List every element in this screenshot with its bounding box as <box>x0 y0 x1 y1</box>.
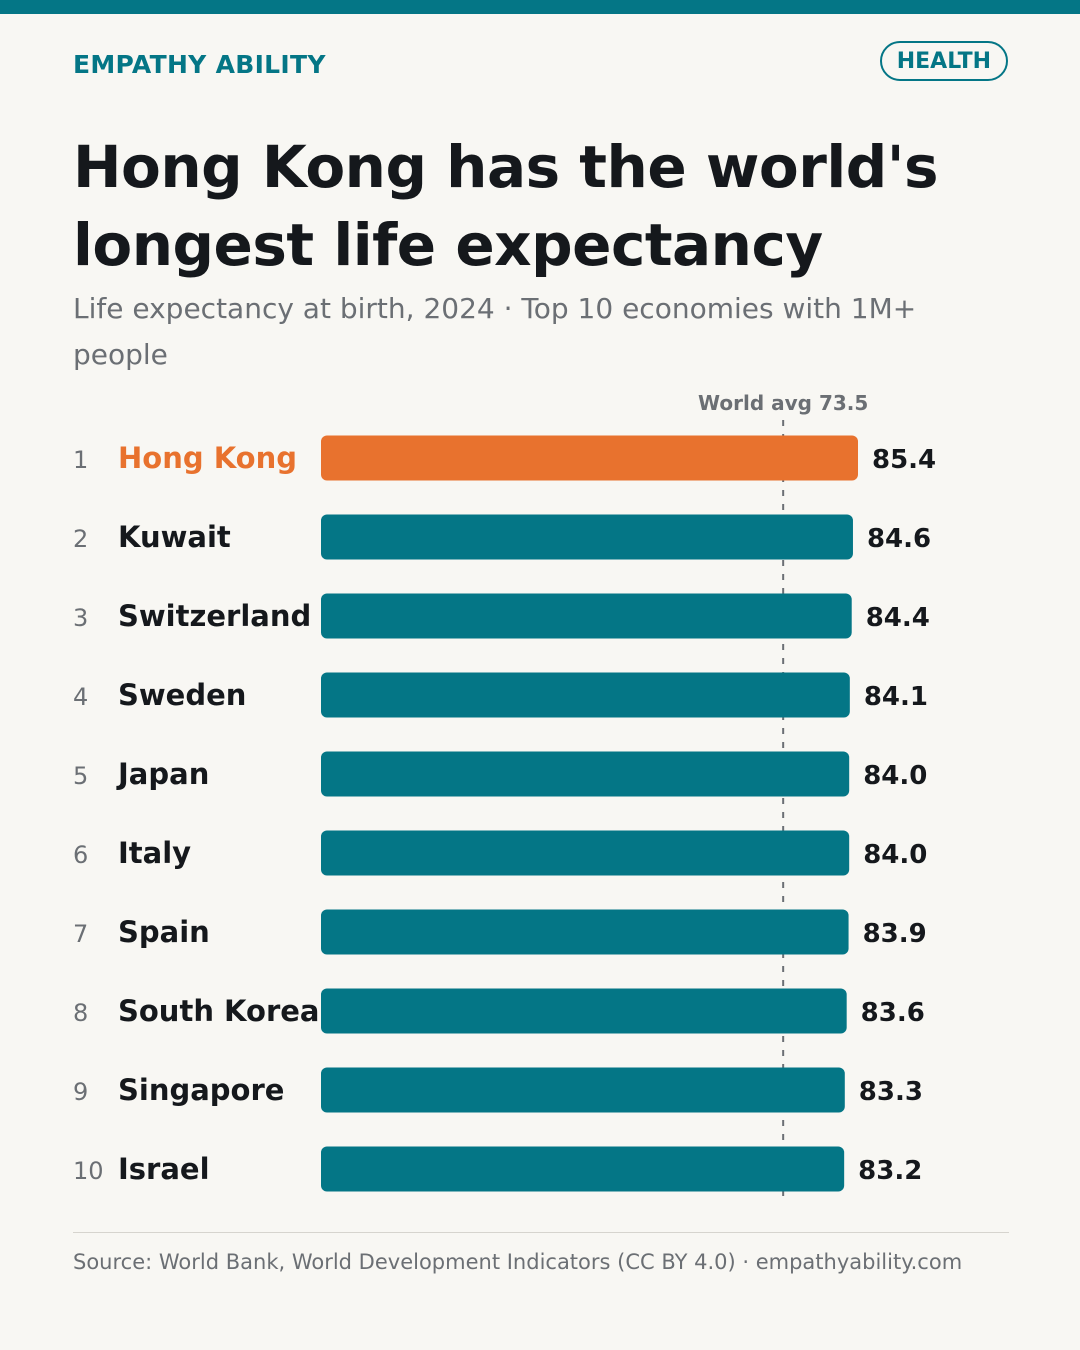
bar <box>321 672 850 718</box>
value-label: 83.3 <box>859 1077 923 1107</box>
rank-label: 1 <box>73 446 88 474</box>
bar <box>321 988 847 1034</box>
rank-label: 6 <box>73 841 88 869</box>
chart-subtitle: Life expectancy at birth, 2024 · Top 10 … <box>73 292 917 371</box>
rank-label: 9 <box>73 1078 88 1106</box>
value-label: 84.0 <box>863 761 927 791</box>
category-label: Israel <box>118 1152 210 1186</box>
category-label: Switzerland <box>118 599 311 633</box>
category-label: Kuwait <box>118 520 231 554</box>
chart-title: Hong Kong has the world's longest life e… <box>73 133 939 279</box>
top-accent-bar <box>0 0 1080 14</box>
footer-divider <box>73 1232 1009 1233</box>
source-note: Source: World Bank, World Development In… <box>73 1250 963 1274</box>
bar <box>321 909 849 955</box>
value-label: 83.2 <box>858 1156 922 1186</box>
rank-label: 3 <box>73 604 88 632</box>
rank-label: 8 <box>73 999 88 1027</box>
value-label: 83.6 <box>861 998 925 1028</box>
brand-name: EMPATHY ABILITY <box>73 50 326 79</box>
category-label: Japan <box>116 757 209 791</box>
bar <box>321 1067 845 1113</box>
category-label: Hong Kong <box>118 441 297 475</box>
category-label: Singapore <box>118 1073 284 1107</box>
rank-label: 7 <box>73 920 88 948</box>
rank-label: 5 <box>73 762 88 790</box>
value-label: 83.9 <box>863 919 927 949</box>
rank-label: 10 <box>73 1157 104 1185</box>
category-label: South Korea <box>118 994 320 1028</box>
bar <box>321 435 858 481</box>
rank-label: 4 <box>73 683 88 711</box>
value-label: 84.1 <box>864 682 928 712</box>
category-label: Sweden <box>118 678 246 712</box>
rank-label: 2 <box>73 525 88 553</box>
value-label: 84.6 <box>867 524 931 554</box>
value-label: 85.4 <box>872 445 936 475</box>
bar <box>321 514 853 560</box>
bar <box>321 1146 845 1192</box>
bar <box>321 593 852 639</box>
bar <box>321 830 850 876</box>
value-label: 84.0 <box>863 840 927 870</box>
category-tag[interactable]: HEALTH <box>879 41 1008 81</box>
value-label: 84.4 <box>866 603 930 633</box>
category-label: Italy <box>118 836 191 870</box>
bar <box>321 751 850 797</box>
category-label: Spain <box>118 915 210 949</box>
reference-line-label: World avg 73.5 <box>698 391 868 415</box>
